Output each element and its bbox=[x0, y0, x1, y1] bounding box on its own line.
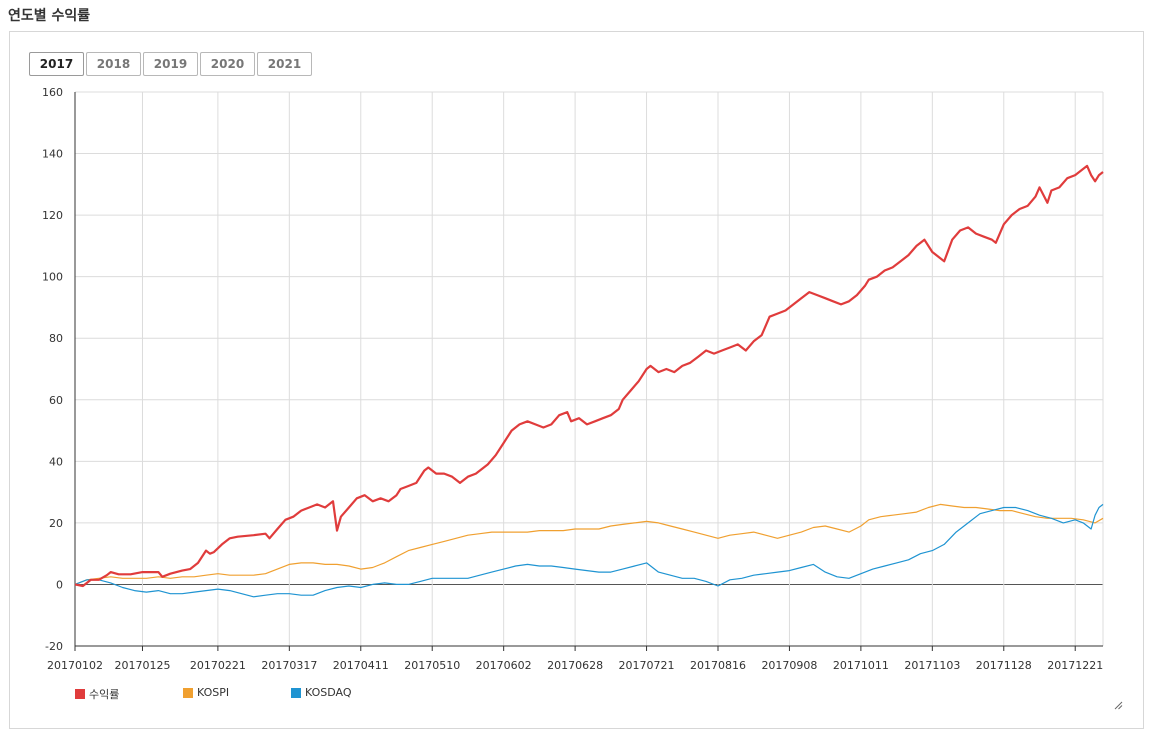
y-tick-label: 100 bbox=[42, 271, 63, 284]
year-tabs: 2017 2018 2019 2020 2021 bbox=[29, 52, 312, 76]
y-tick-label: -20 bbox=[45, 640, 63, 653]
legend-swatch-kosdaq bbox=[291, 687, 301, 698]
x-tick-label: 20171128 bbox=[976, 659, 1032, 672]
y-tick-label: 80 bbox=[49, 332, 63, 345]
y-tick-label: 40 bbox=[49, 455, 63, 468]
x-tick-label: 20170411 bbox=[333, 659, 389, 672]
x-tick-label: 20170510 bbox=[404, 659, 460, 672]
y-tick-label: 120 bbox=[42, 209, 63, 222]
y-tick-label: 20 bbox=[49, 517, 63, 530]
year-tab-2017[interactable]: 2017 bbox=[29, 52, 84, 76]
series-line-kospi bbox=[74, 503, 1104, 585]
year-tab-2018[interactable]: 2018 bbox=[86, 52, 141, 76]
x-tick-label: 20170221 bbox=[190, 659, 246, 672]
legend-item-returns[interactable]: 수익률 bbox=[75, 686, 119, 702]
legend-item-kosdaq[interactable]: KOSDAQ bbox=[291, 686, 352, 699]
page-title: 연도별 수익률 bbox=[8, 8, 91, 24]
resize-grip-icon[interactable] bbox=[1113, 700, 1123, 710]
y-tick-label: 160 bbox=[42, 86, 63, 99]
legend-label-returns: 수익률 bbox=[89, 688, 120, 701]
y-tick-label: 60 bbox=[49, 394, 63, 407]
series-line-kosdaq bbox=[74, 503, 1104, 598]
legend-swatch-returns bbox=[75, 689, 85, 699]
y-tick-label: 0 bbox=[56, 578, 63, 591]
legend-swatch-kospi bbox=[183, 687, 193, 698]
year-tab-2021[interactable]: 2021 bbox=[257, 52, 312, 76]
y-tick-label: 140 bbox=[42, 148, 63, 161]
x-tick-label: 20171103 bbox=[904, 659, 960, 672]
year-tab-2020[interactable]: 2020 bbox=[200, 52, 255, 76]
x-tick-label: 20170628 bbox=[547, 659, 603, 672]
x-tick-label: 20170102 bbox=[47, 659, 103, 672]
x-tick-label: 20170908 bbox=[761, 659, 817, 672]
series-line-returns bbox=[74, 164, 1104, 588]
x-tick-label: 20171221 bbox=[1047, 659, 1103, 672]
x-tick-label: 20170816 bbox=[690, 659, 746, 672]
x-tick-label: 20170602 bbox=[476, 659, 532, 672]
legend-label-kosdaq: KOSDAQ bbox=[305, 686, 352, 699]
legend-label-kospi: KOSPI bbox=[197, 686, 230, 699]
x-tick-label: 20170317 bbox=[261, 659, 317, 672]
year-tab-2019[interactable]: 2019 bbox=[143, 52, 198, 76]
legend-item-kospi[interactable]: KOSPI bbox=[183, 686, 229, 699]
chart-panel bbox=[9, 31, 1144, 729]
x-tick-label: 20171011 bbox=[833, 659, 889, 672]
x-tick-label: 20170125 bbox=[114, 659, 170, 672]
x-tick-label: 20170721 bbox=[619, 659, 675, 672]
